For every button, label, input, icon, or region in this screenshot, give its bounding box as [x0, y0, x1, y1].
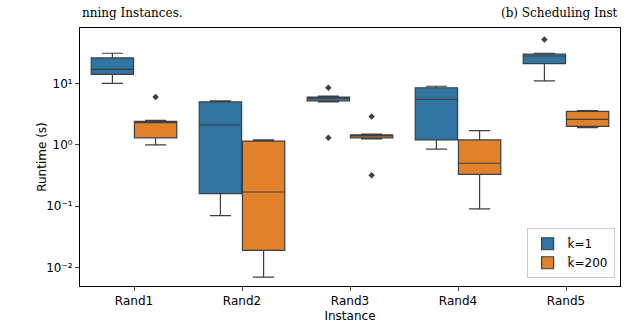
svg-text:Rand3: Rand3 — [331, 294, 369, 308]
svg-text:Instance: Instance — [324, 309, 375, 323]
svg-text:Rand2: Rand2 — [223, 294, 261, 308]
svg-text:Rand5: Rand5 — [547, 294, 585, 308]
svg-text:10⁻²: 10⁻² — [46, 261, 73, 275]
svg-text:Rand1: Rand1 — [115, 294, 153, 308]
svg-text:10¹: 10¹ — [53, 77, 73, 91]
svg-text:k̂=200: k̂=200 — [567, 256, 607, 270]
svg-text:nning Instances.: nning Instances. — [82, 6, 183, 20]
svg-text:k̂=1: k̂=1 — [567, 237, 592, 251]
svg-text:10⁰: 10⁰ — [53, 138, 73, 152]
svg-text:Rand4: Rand4 — [439, 294, 477, 308]
svg-text:Runtime (s): Runtime (s) — [35, 122, 49, 192]
svg-text:10⁻¹: 10⁻¹ — [46, 199, 73, 213]
svg-text:(b) Scheduling Inst: (b) Scheduling Inst — [501, 6, 618, 20]
